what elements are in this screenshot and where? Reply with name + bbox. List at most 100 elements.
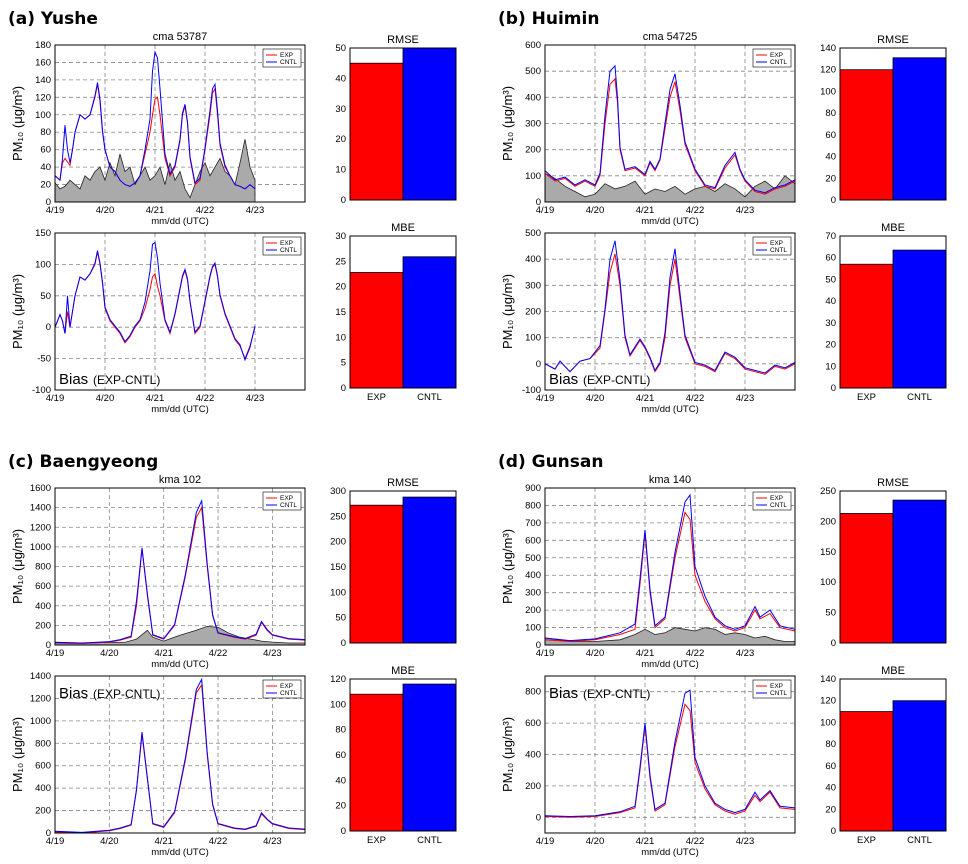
exp-bar: [349, 504, 404, 644]
bar-title: RMSE: [877, 477, 909, 489]
x-tick-label: 4/22: [686, 648, 705, 659]
y-tick-label: 1600: [30, 483, 51, 494]
x-tick-label: 4/19: [46, 393, 65, 404]
panel-title: (d) Gunsan: [498, 452, 603, 472]
y-tick-label: 1000: [30, 542, 51, 553]
x-tick-label: 4/22: [686, 393, 705, 404]
x-tick-label: 4/23: [736, 648, 755, 659]
bottom-plot-frame: [54, 675, 306, 834]
bar-category-label: CNTL: [907, 835, 932, 846]
y-tick-label: 0: [46, 640, 51, 651]
exp-bar: [839, 69, 894, 201]
bar-y-tick-label: 15: [335, 307, 346, 318]
exp-series-line: [54, 505, 306, 645]
y-tick-label: 600: [525, 535, 541, 546]
bar-y-tick-label: 40: [335, 73, 346, 84]
x-tick-label: 4/23: [736, 393, 755, 404]
bar-title: MBE: [391, 665, 415, 677]
bias-sublabel: (EXP-CNTL): [583, 687, 650, 701]
bar-y-tick-label: 100: [820, 717, 836, 728]
legend-exp-label: EXP: [770, 495, 783, 502]
bar-category-label: EXP: [367, 835, 386, 846]
x-axis-label: mm/dd (UTC): [151, 847, 209, 858]
bottom-plot-frame: [544, 675, 796, 834]
exp-series-line: [544, 511, 796, 643]
bar-y-tick-label: 60: [825, 130, 836, 141]
exp-bar: [839, 513, 894, 644]
y-tick-label: 0: [46, 828, 51, 839]
cntl-bar: [402, 683, 457, 832]
bar-category-label: CNTL: [417, 835, 442, 846]
x-tick-label: 4/20: [586, 393, 605, 404]
y-tick-label: 160: [35, 57, 51, 68]
y-tick-label: 200: [35, 620, 51, 631]
bias-sublabel: (EXP-CNTL): [583, 373, 650, 387]
legend-exp-label: EXP: [280, 240, 293, 247]
y-tick-label: 800: [35, 562, 51, 573]
bar-y-tick-label: 0: [341, 826, 346, 837]
x-tick-label: 4/20: [96, 393, 115, 404]
bias-label: Bias: [549, 685, 578, 702]
bias-label: Bias: [59, 371, 88, 388]
bar-category-label: EXP: [857, 392, 876, 403]
y-tick-label: 500: [525, 553, 541, 564]
bar-title: RMSE: [877, 34, 909, 46]
legend-exp-label: EXP: [770, 52, 783, 59]
bar-frame: [839, 47, 947, 201]
x-tick-label: 4/22: [196, 205, 215, 216]
panel-title: (a) Yushe: [8, 9, 98, 29]
exp-series-line: [544, 77, 796, 195]
x-tick-label: 4/19: [46, 836, 65, 847]
bar-y-tick-label: 20: [825, 804, 836, 815]
bar-title: MBE: [881, 222, 905, 234]
panel-3: (c) Baengyeong02004006008001000120014001…: [8, 452, 457, 858]
y-tick-label: 200: [525, 307, 541, 318]
y-tick-label: 100: [35, 259, 51, 270]
y-tick-label: 400: [525, 570, 541, 581]
bar-y-tick-label: 40: [825, 296, 836, 307]
top-plot-frame: [544, 44, 796, 203]
bar-y-tick-label: 80: [825, 739, 836, 750]
y-tick-label: -100: [522, 385, 541, 396]
bar-y-tick-label: 70: [825, 231, 836, 242]
x-axis-label: mm/dd (UTC): [641, 847, 699, 858]
y-tick-label: 1200: [30, 693, 51, 704]
cntl-bar: [892, 57, 947, 201]
y-tick-label: 140: [35, 75, 51, 86]
legend-exp-label: EXP: [770, 683, 783, 690]
y-tick-label: 100: [35, 110, 51, 121]
cntl-bar: [402, 496, 457, 644]
y-axis-label: PM₁₀ (μg/m³): [500, 274, 515, 349]
x-axis-label: mm/dd (UTC): [151, 404, 209, 415]
x-tick-label: 4/20: [586, 205, 605, 216]
x-tick-label: 4/22: [686, 836, 705, 847]
bar-y-tick-label: 0: [831, 826, 836, 837]
x-tick-label: 4/21: [636, 393, 655, 404]
x-tick-label: 4/23: [246, 205, 265, 216]
bar-y-tick-label: 60: [335, 750, 346, 761]
bar-frame: [839, 678, 947, 832]
legend-exp-label: EXP: [280, 52, 293, 59]
x-tick-label: 4/22: [209, 648, 228, 659]
x-axis-label: mm/dd (UTC): [641, 216, 699, 227]
y-tick-label: 1000: [30, 716, 51, 727]
bar-y-tick-label: 80: [825, 108, 836, 119]
y-tick-label: 120: [35, 92, 51, 103]
x-tick-label: 4/21: [154, 836, 173, 847]
top-plot-frame: [54, 487, 306, 646]
y-tick-label: 400: [525, 750, 541, 761]
bar-y-tick-label: 30: [335, 104, 346, 115]
y-tick-label: 20: [40, 180, 51, 191]
bar-y-tick-label: 120: [820, 696, 836, 707]
y-tick-label: 600: [525, 718, 541, 729]
bar-y-tick-label: 5: [341, 358, 346, 369]
bar-category-label: EXP: [857, 835, 876, 846]
bar-y-tick-label: 20: [335, 134, 346, 145]
exp-bar: [349, 272, 404, 389]
y-tick-label: 100: [525, 333, 541, 344]
bar-y-tick-label: 250: [330, 511, 346, 522]
bar-frame: [349, 47, 457, 201]
bar-y-tick-label: 150: [330, 562, 346, 573]
y-tick-label: 300: [525, 119, 541, 130]
